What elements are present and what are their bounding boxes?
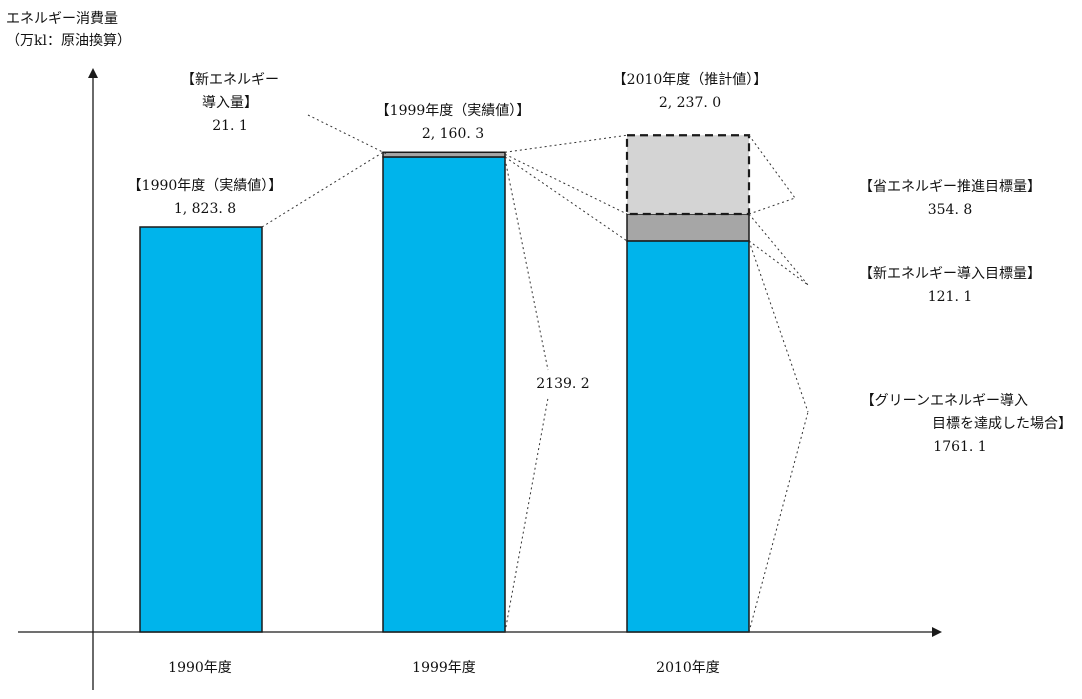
annotation-1990-title: 【1990年度（実績値）】 [128, 178, 283, 194]
annotation-1999-title: 【1999年度（実績値）】 [376, 103, 531, 119]
annotation-saving2010-title: 【省エネルギー推進目標量】 [859, 179, 1041, 195]
leader-saving-lower [748, 197, 796, 215]
x-tick-1990: 1990年度 [168, 660, 232, 676]
leader-lines [261, 114, 809, 633]
annotation-base1999-value: 2139. 2 [536, 376, 589, 392]
annotation-1990-value: 1, 823. 8 [174, 201, 236, 217]
y-axis-label-line2: （万kl：原油換算） [6, 33, 131, 49]
bars-layer [139, 134, 751, 633]
annotation-2010-value: 2, 237. 0 [659, 95, 721, 111]
annotation-base2010-value: 1761. 1 [933, 439, 986, 455]
x-tick-2010: 2010年度 [656, 660, 720, 676]
bar-1999-new-energy [382, 151, 506, 158]
leader-base1999-lower [504, 397, 549, 633]
annotation-base2010-line1: 【グリーンエネルギー導入 [861, 393, 1028, 409]
annotation-saving2010-value: 354. 8 [928, 202, 973, 218]
annotation-new1999-value: 21. 1 [212, 118, 248, 134]
leader-base1999-upper [504, 158, 549, 371]
leader-new2010-lower [748, 240, 809, 286]
leader-base2010-lower [748, 411, 809, 633]
leader-1999-new-bottom [504, 156, 628, 242]
annotation-new2010-value: 121. 1 [928, 289, 973, 305]
leader-1999-to-2010-top [504, 134, 628, 153]
bar-1990-base [139, 226, 263, 633]
leader-new1999 [307, 114, 389, 156]
annotation-base2010-line2: 目標を達成した場合】 [932, 416, 1072, 432]
annotation-2010-title: 【2010年度（推計値）】 [613, 72, 768, 88]
annotation-1999-value: 2, 160. 3 [422, 126, 484, 142]
leader-1999-new-top [504, 153, 628, 215]
leader-new2010-upper [748, 213, 809, 286]
x-tick-1999: 1999年度 [412, 660, 476, 676]
annotation-new2010-title: 【新エネルギー導入目標量】 [859, 266, 1041, 282]
leader-1990-to-1999 [261, 151, 384, 228]
leader-saving-upper [748, 134, 796, 199]
annotation-new1999-line1: 【新エネルギー [181, 72, 279, 88]
bar-1999-base [382, 156, 506, 633]
y-axis-label-line1: エネルギー消費量 [6, 11, 118, 27]
bar-2010-new-energy [626, 213, 750, 242]
bar-2010-base [626, 240, 750, 633]
bar-2010-energy-saving [625, 134, 751, 216]
annotation-new1999-line2: 導入量】 [202, 95, 258, 111]
leader-base2010-upper [748, 240, 809, 413]
